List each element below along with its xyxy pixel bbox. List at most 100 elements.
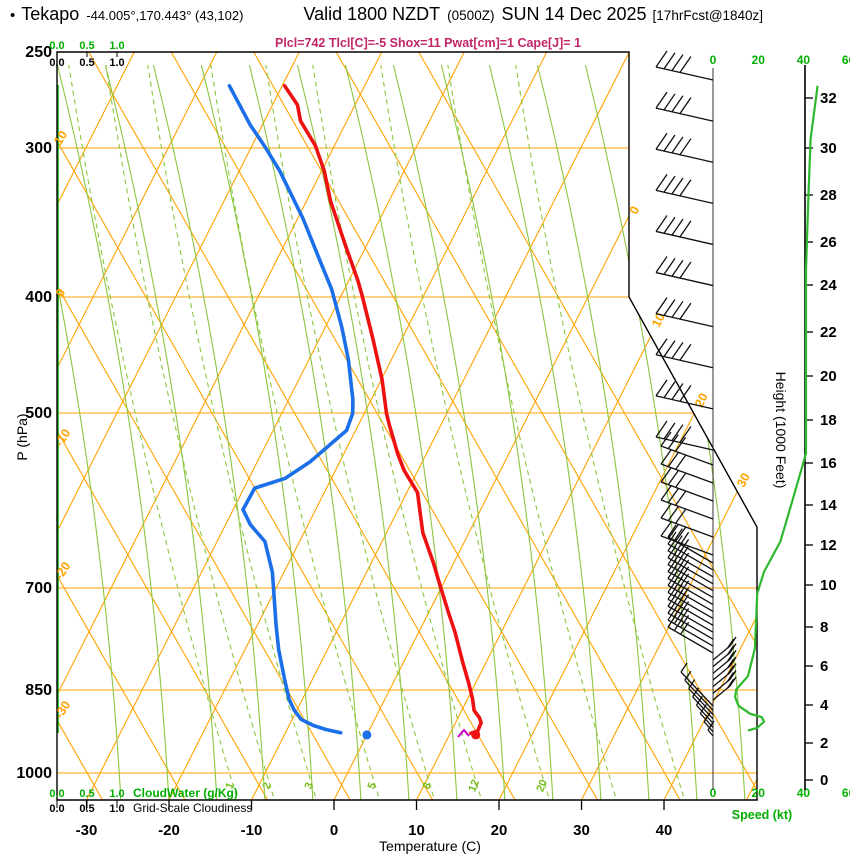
isotherm-line <box>57 52 218 800</box>
wind-barb-stem <box>655 271 714 287</box>
wind-barb-tick <box>655 420 668 438</box>
wind-barb-tick <box>729 663 737 674</box>
moist-adiabat-line <box>584 64 698 800</box>
wind-barb-tick <box>667 573 677 586</box>
wind-barb-stem <box>667 619 714 647</box>
chart-header: • Tekapo -44.005°,170.443° (43,102) Vali… <box>10 4 763 25</box>
temperature-axis-title: Temperature (C) <box>379 838 481 854</box>
wind-barb-tick <box>667 586 677 600</box>
moist-adiabat-line <box>57 64 122 800</box>
wind-barb-stem <box>667 557 714 585</box>
wind-barb-tick <box>660 467 672 483</box>
wind-barb <box>655 173 714 204</box>
wind-barb-tick <box>679 220 692 238</box>
wind-barb-stem <box>655 189 714 204</box>
wind-barb <box>655 215 714 246</box>
wind-barb-stem <box>667 612 714 640</box>
dry-adiabat-edge-label: -10 <box>52 426 74 449</box>
height-tick-label: 8 <box>820 619 828 636</box>
wind-barb-tick <box>660 503 672 519</box>
moist-adiabat-line <box>104 64 218 800</box>
mixing-ratio-line <box>210 64 382 800</box>
isotherm-boundary-label: 30 <box>734 471 753 490</box>
temperature-tick-label: 40 <box>656 822 673 839</box>
height-tick-label: 10 <box>820 577 837 594</box>
wind-barb-stem <box>695 704 714 724</box>
wind-barb-tick <box>679 56 692 73</box>
moist-adiabat-line <box>488 64 602 800</box>
wind-barb-tick <box>671 342 684 359</box>
height-axis-title: Height (1000 Feet) <box>773 371 789 489</box>
dry-adiabat-line <box>335 52 757 800</box>
temperature-tick-label: -10 <box>241 822 263 839</box>
height-tick-label: 18 <box>820 412 837 429</box>
wind-barb-tick <box>675 472 687 488</box>
wind-barb-stem <box>712 645 731 661</box>
wind-barb-tick <box>660 485 672 501</box>
wind-barb <box>660 449 714 484</box>
wind-barb-stem <box>667 550 714 578</box>
wind-barb <box>660 431 714 466</box>
wind-barb-stem <box>655 148 714 163</box>
wind-barb-tick <box>667 470 679 486</box>
isotherm-line <box>328 52 713 800</box>
wind-barb-tick <box>684 670 692 681</box>
lcl-marker <box>457 728 470 738</box>
pressure-tick-label: 700 <box>25 580 52 597</box>
wind-barb <box>655 132 714 163</box>
wind-barb-stem <box>667 536 714 564</box>
wind-barb-tick <box>727 678 735 689</box>
wind-barb-tick <box>703 712 711 723</box>
height-tick-label: 20 <box>820 368 837 385</box>
valid-date: SUN 14 Dec 2025 <box>501 4 647 24</box>
height-tick-label: 24 <box>820 277 837 294</box>
wind-barb-stem <box>667 584 714 613</box>
wind-barb-tick <box>663 134 676 152</box>
wind-barb-tick <box>655 338 668 356</box>
pressure-tick-label: 1000 <box>16 765 52 782</box>
speed-scale-top-label: 0 <box>710 53 717 67</box>
wind-barb-tick <box>655 379 668 397</box>
wind-barb-stem <box>712 678 731 694</box>
wind-barb-tick <box>671 424 684 442</box>
wind-barb-stem <box>684 679 714 711</box>
isotherm-line <box>57 52 300 800</box>
wind-barb-stem <box>667 598 714 626</box>
isotherm-line <box>658 52 757 800</box>
speed-scale-bottom-label: 0 <box>710 786 717 800</box>
moist-adiabat-line <box>200 64 314 800</box>
pressure-tick-label: 400 <box>25 289 52 306</box>
cloudwater-scale-top-label: 1.0 <box>109 40 124 52</box>
mixing-ratio-label: 3 <box>303 781 316 791</box>
wind-barb-stem <box>667 564 714 592</box>
wind-barb <box>660 503 714 538</box>
station-bullet: • <box>10 7 16 24</box>
speed-scale-top-label: 20 <box>752 53 766 67</box>
mixing-ratio-line <box>147 64 319 800</box>
speed-axis-title: Speed (kt) <box>731 808 793 822</box>
temperature-tick-label: 30 <box>573 822 590 839</box>
height-tick-label: 22 <box>820 324 837 341</box>
station-coordinates: -44.005°,170.443° (43,102) <box>86 8 244 23</box>
moist-adiabat-line <box>392 64 506 800</box>
isotherm-line <box>410 52 757 800</box>
wind-barb-stem <box>655 313 714 328</box>
wind-barb-tick <box>660 449 672 465</box>
wind-barb-tick <box>671 218 684 236</box>
wind-barb-tick <box>671 177 684 195</box>
mixing-ratio-line <box>68 64 240 800</box>
moist-adiabat-line <box>536 64 650 800</box>
wind-barb-tick <box>675 508 687 524</box>
wind-barb-tick <box>673 611 683 625</box>
isotherm-line <box>740 52 757 800</box>
moist-adiabat-line <box>152 64 266 800</box>
wind-barb-tick <box>663 93 676 111</box>
wind-barb-tick <box>671 95 684 113</box>
height-tick-label: 4 <box>820 697 829 714</box>
wind-barb-tick <box>671 300 684 318</box>
dry-adiabat-line <box>170 52 601 800</box>
wind-barb <box>660 521 714 556</box>
mixing-ratio-line <box>380 64 552 800</box>
wind-barb-tick <box>663 52 676 70</box>
